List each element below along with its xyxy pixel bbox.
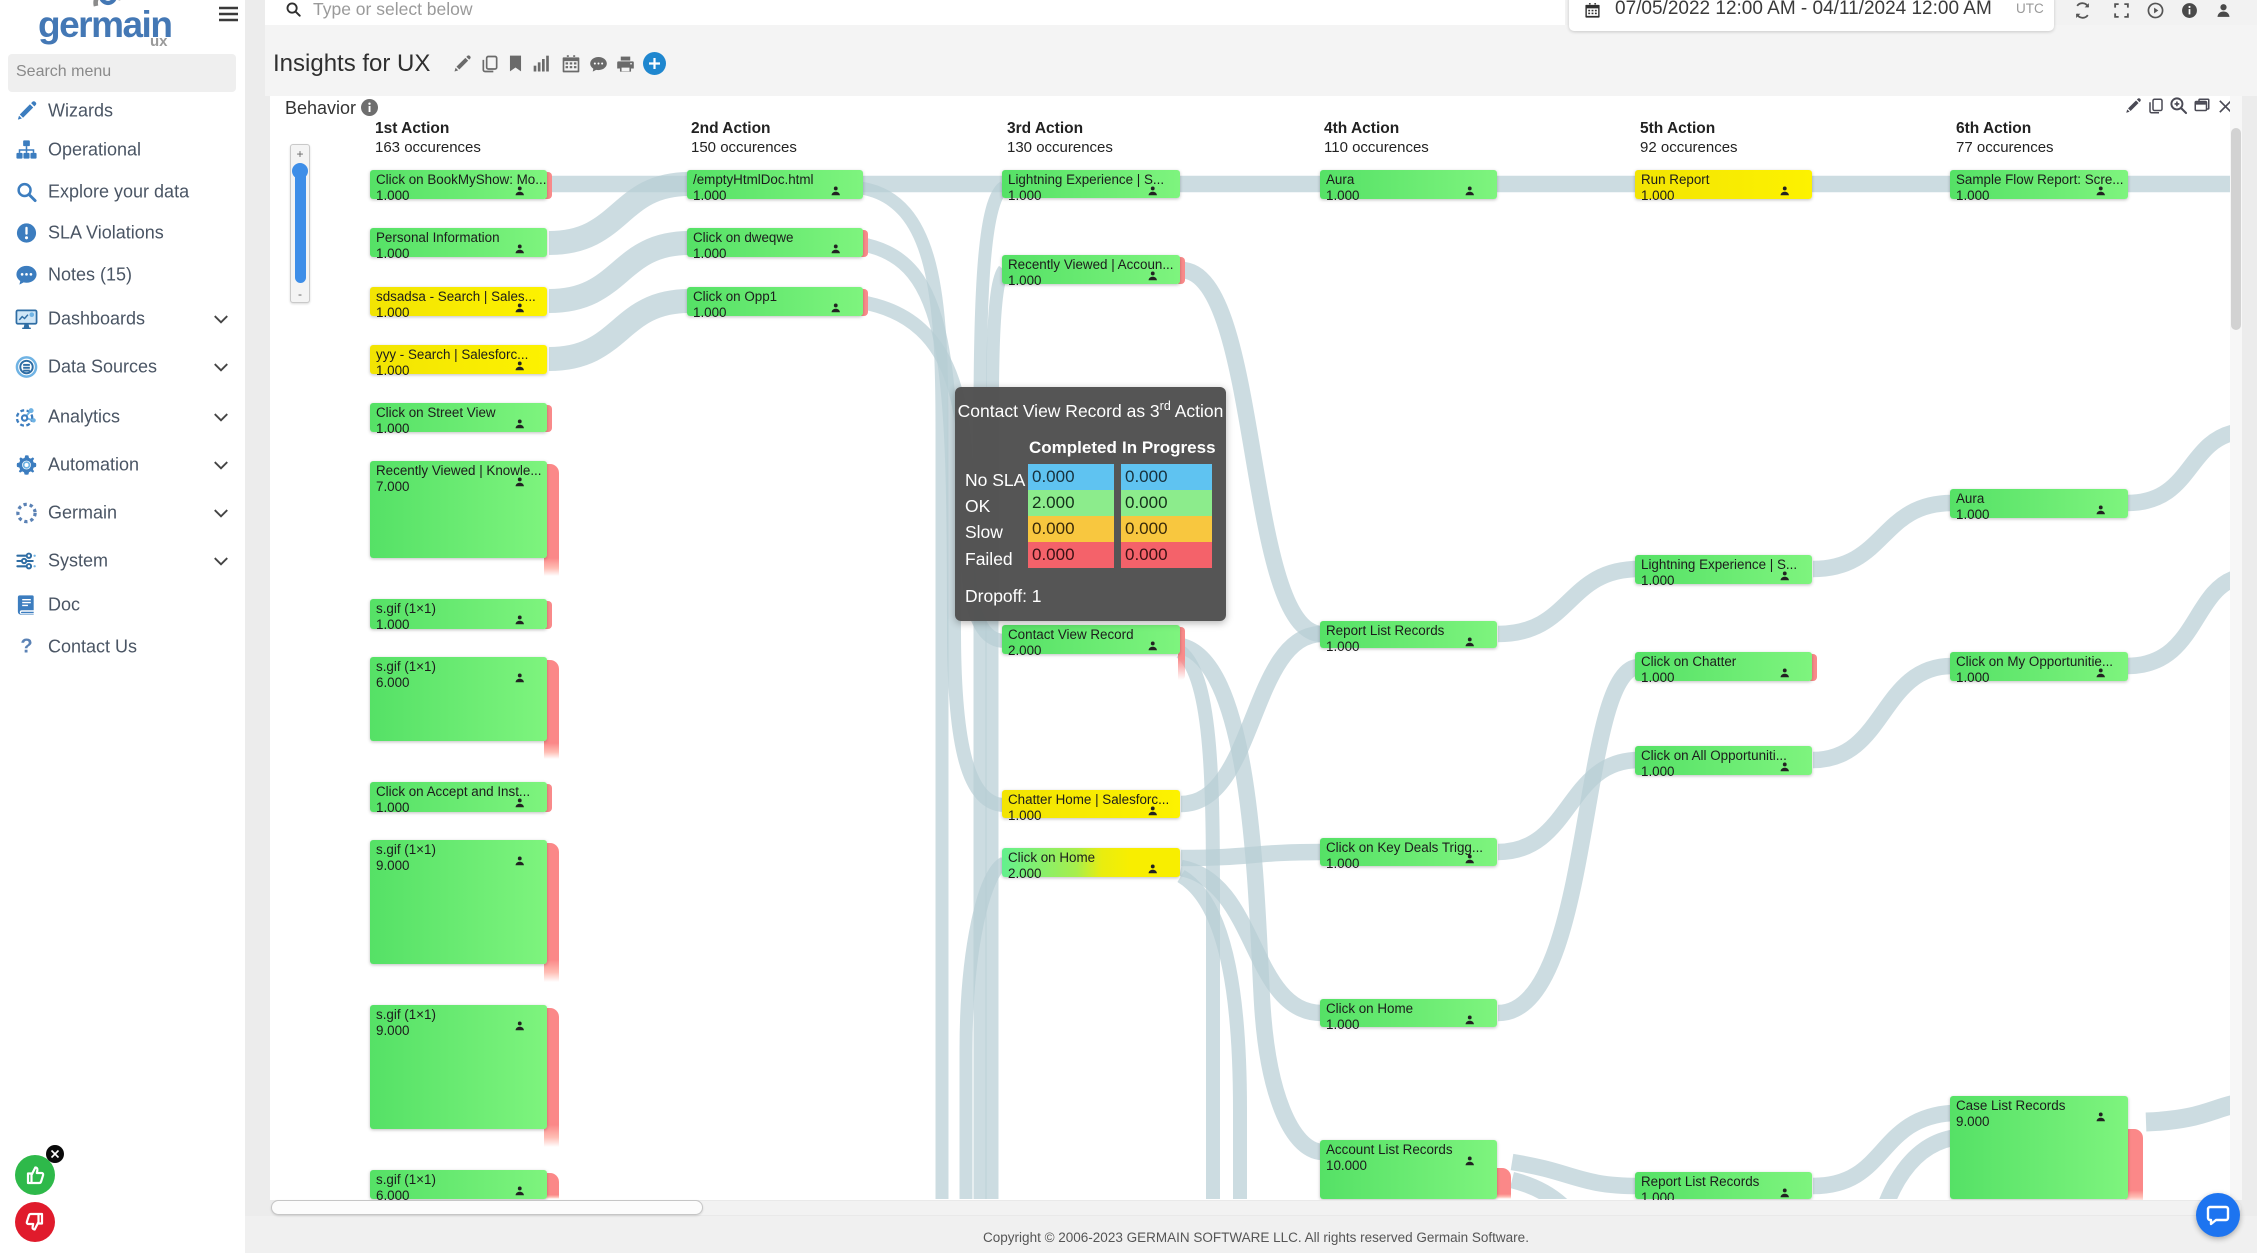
svg-text:?: ? [20,636,32,658]
